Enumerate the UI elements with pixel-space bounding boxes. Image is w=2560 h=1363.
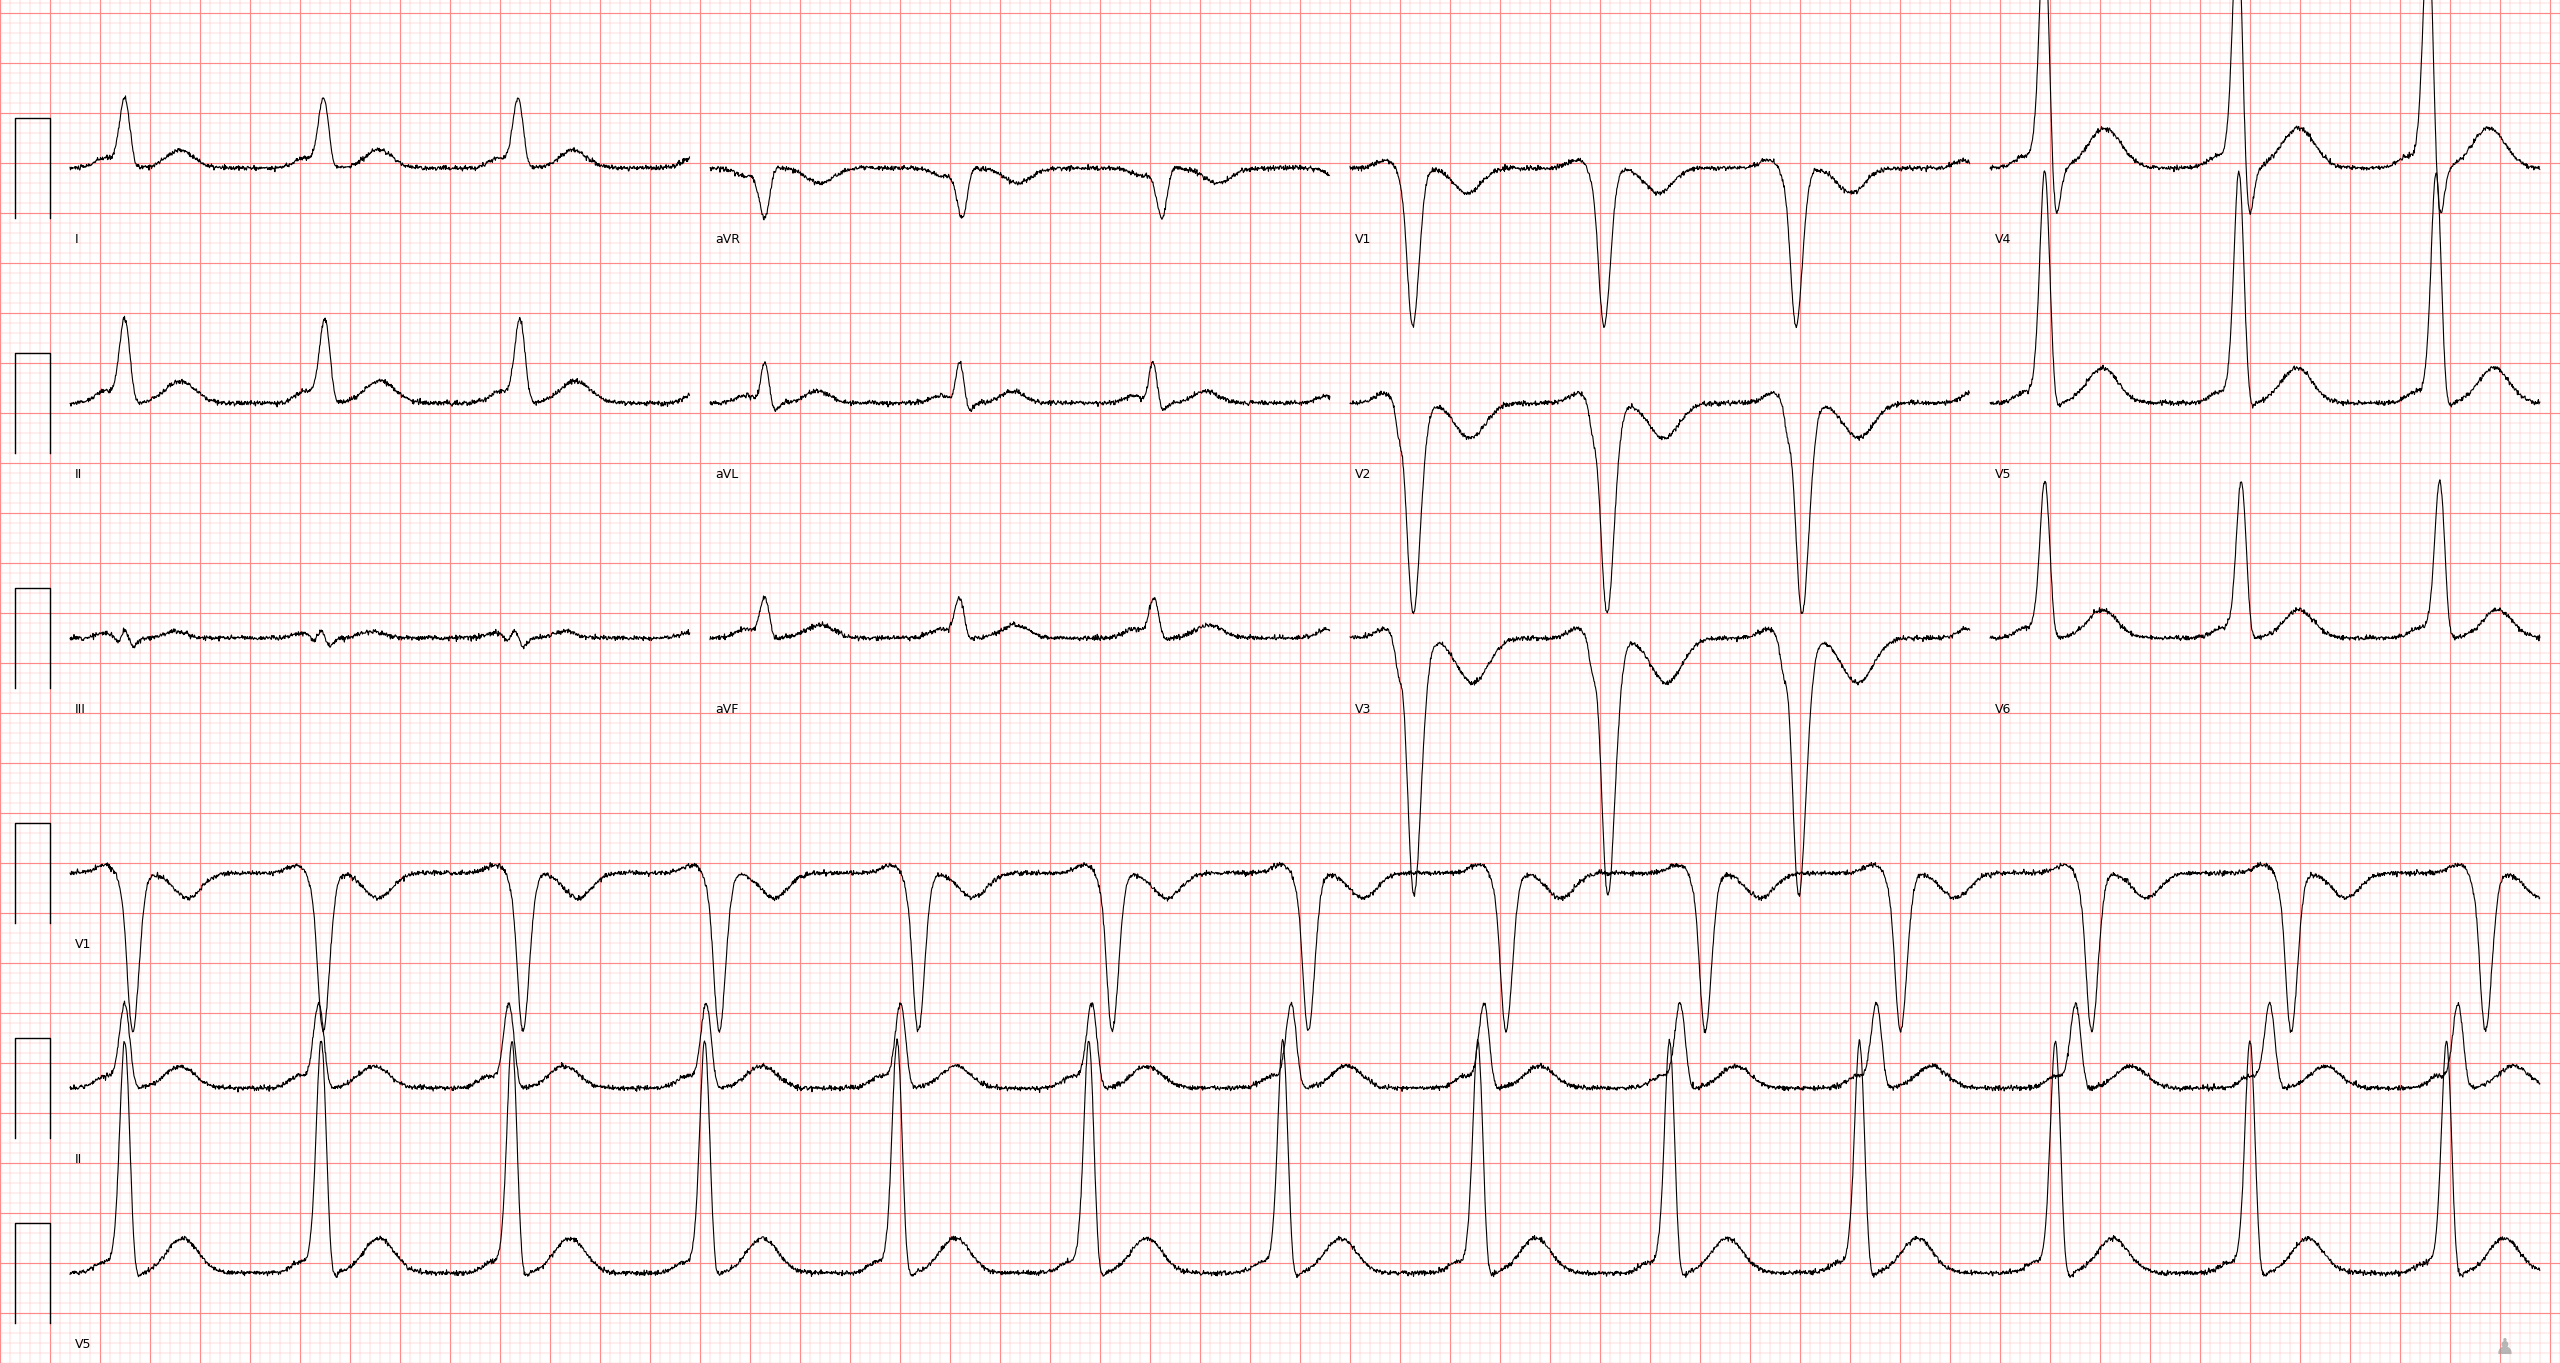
- Text: V4: V4: [1994, 233, 2012, 245]
- Text: V5: V5: [74, 1338, 92, 1351]
- Text: V3: V3: [1354, 703, 1372, 716]
- Text: ♟: ♟: [2496, 1338, 2514, 1358]
- Text: aVL: aVL: [714, 468, 737, 481]
- Text: V1: V1: [74, 938, 92, 951]
- Text: V2: V2: [1354, 468, 1372, 481]
- Text: V6: V6: [1994, 703, 2012, 716]
- Text: V5: V5: [1994, 468, 2012, 481]
- Text: III: III: [74, 703, 87, 716]
- Text: II: II: [74, 468, 82, 481]
- Text: II: II: [74, 1153, 82, 1165]
- Text: V1: V1: [1354, 233, 1372, 245]
- Text: aVR: aVR: [714, 233, 740, 245]
- Text: aVF: aVF: [714, 703, 737, 716]
- Text: I: I: [74, 233, 79, 245]
